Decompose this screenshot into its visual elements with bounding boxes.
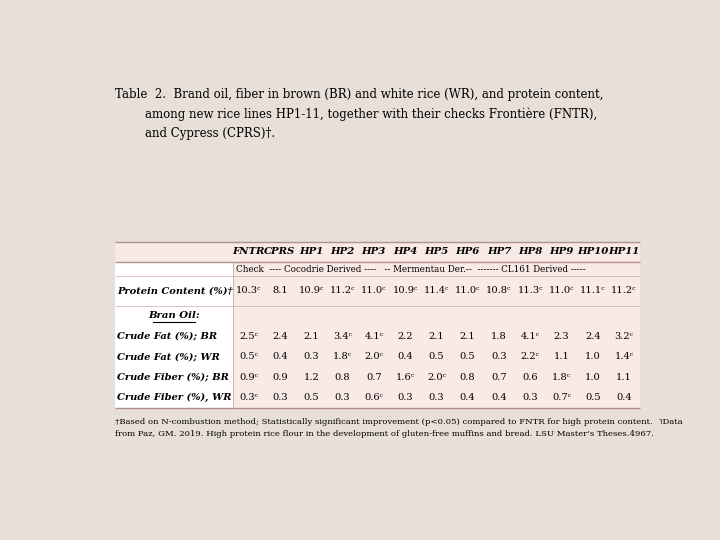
Text: 0.4: 0.4 bbox=[272, 352, 288, 361]
Text: 11.3ᶜ: 11.3ᶜ bbox=[518, 286, 543, 295]
Text: 2.3: 2.3 bbox=[554, 332, 570, 341]
Text: 1.8: 1.8 bbox=[491, 332, 507, 341]
Text: 0.3: 0.3 bbox=[335, 393, 351, 402]
Text: 0.5: 0.5 bbox=[428, 352, 444, 361]
Text: Table  2.  Brand oil, fiber in brown (BR) and white rice (WR), and protein conte: Table 2. Brand oil, fiber in brown (BR) … bbox=[115, 87, 603, 140]
Text: 11.1ᶜ: 11.1ᶜ bbox=[580, 286, 606, 295]
Text: 10.8ᶜ: 10.8ᶜ bbox=[486, 286, 512, 295]
Text: 11.2ᶜ: 11.2ᶜ bbox=[330, 286, 356, 295]
Text: 2.2: 2.2 bbox=[397, 332, 413, 341]
Text: 11.0ᶜ: 11.0ᶜ bbox=[455, 286, 480, 295]
Text: 0.4: 0.4 bbox=[491, 393, 507, 402]
Text: CPRS: CPRS bbox=[264, 247, 296, 256]
Text: 2.2ᶜ: 2.2ᶜ bbox=[521, 352, 540, 361]
Text: 11.0ᶜ: 11.0ᶜ bbox=[549, 286, 575, 295]
Text: HP4: HP4 bbox=[393, 247, 417, 256]
Text: 0.8: 0.8 bbox=[335, 373, 351, 382]
Text: 2.0ᶜ: 2.0ᶜ bbox=[364, 352, 383, 361]
Text: 10.3ᶜ: 10.3ᶜ bbox=[236, 286, 261, 295]
Text: 1.1: 1.1 bbox=[616, 373, 632, 382]
Text: Protein Content (%)†: Protein Content (%)† bbox=[117, 286, 233, 295]
Text: Crude Fat (%); WR: Crude Fat (%); WR bbox=[117, 352, 220, 361]
Text: 0.3: 0.3 bbox=[491, 352, 507, 361]
Text: 0.6ᶜ: 0.6ᶜ bbox=[364, 393, 383, 402]
Text: 1.8ᶜ: 1.8ᶜ bbox=[552, 373, 571, 382]
Text: 10.9ᶜ: 10.9ᶜ bbox=[392, 286, 418, 295]
Text: 1.4ᶜ: 1.4ᶜ bbox=[614, 352, 634, 361]
Text: 2.0ᶜ: 2.0ᶜ bbox=[427, 373, 446, 382]
Text: 3.4ᶜ: 3.4ᶜ bbox=[333, 332, 352, 341]
Text: 0.3: 0.3 bbox=[304, 352, 319, 361]
Text: 2.1: 2.1 bbox=[460, 332, 475, 341]
Text: 1.0: 1.0 bbox=[585, 373, 600, 382]
Text: 0.5: 0.5 bbox=[460, 352, 475, 361]
Text: 2.1: 2.1 bbox=[428, 332, 444, 341]
Text: HP6: HP6 bbox=[456, 247, 480, 256]
Text: 2.5ᶜ: 2.5ᶜ bbox=[239, 332, 258, 341]
Text: 4.1ᶜ: 4.1ᶜ bbox=[521, 332, 540, 341]
Text: 1.8ᶜ: 1.8ᶜ bbox=[333, 352, 352, 361]
Text: 0.3: 0.3 bbox=[428, 393, 444, 402]
Text: 11.4ᶜ: 11.4ᶜ bbox=[423, 286, 449, 295]
Text: 1.6ᶜ: 1.6ᶜ bbox=[395, 373, 415, 382]
Text: 3.2ᶜ: 3.2ᶜ bbox=[614, 332, 634, 341]
Text: FNTR: FNTR bbox=[233, 247, 265, 256]
Text: 2.4: 2.4 bbox=[585, 332, 600, 341]
Text: 0.4: 0.4 bbox=[616, 393, 632, 402]
Text: 0.3: 0.3 bbox=[397, 393, 413, 402]
Text: 11.0ᶜ: 11.0ᶜ bbox=[361, 286, 387, 295]
Text: 1.2: 1.2 bbox=[303, 373, 319, 382]
Text: Bran Oil:: Bran Oil: bbox=[148, 311, 200, 320]
Text: †Based on N-combustion method; Statistically significant improvement (p<0.05) co: †Based on N-combustion method; Statistic… bbox=[115, 418, 683, 437]
Text: 0.5: 0.5 bbox=[585, 393, 600, 402]
Text: 0.5ᶜ: 0.5ᶜ bbox=[239, 352, 258, 361]
Text: 1.1: 1.1 bbox=[554, 352, 570, 361]
Text: Crude Fiber (%), WR: Crude Fiber (%), WR bbox=[117, 393, 232, 402]
Text: 0.5: 0.5 bbox=[304, 393, 319, 402]
Text: HP2: HP2 bbox=[330, 247, 355, 256]
Text: 8.1: 8.1 bbox=[272, 286, 288, 295]
Text: 0.6: 0.6 bbox=[523, 373, 538, 382]
Text: 2.4: 2.4 bbox=[272, 332, 288, 341]
Text: HP8: HP8 bbox=[518, 247, 542, 256]
Text: 0.4: 0.4 bbox=[397, 352, 413, 361]
Text: HP5: HP5 bbox=[424, 247, 449, 256]
Text: Crude Fiber (%); BR: Crude Fiber (%); BR bbox=[117, 373, 229, 382]
Text: 0.3: 0.3 bbox=[272, 393, 288, 402]
Text: 4.1ᶜ: 4.1ᶜ bbox=[364, 332, 384, 341]
Text: 0.3: 0.3 bbox=[523, 393, 538, 402]
Text: 0.4: 0.4 bbox=[460, 393, 475, 402]
Text: 0.7ᶜ: 0.7ᶜ bbox=[552, 393, 571, 402]
Text: 11.2ᶜ: 11.2ᶜ bbox=[611, 286, 636, 295]
Text: HP10: HP10 bbox=[577, 247, 608, 256]
Text: 1.0: 1.0 bbox=[585, 352, 600, 361]
Text: HP3: HP3 bbox=[361, 247, 386, 256]
Text: 2.1: 2.1 bbox=[303, 332, 319, 341]
Text: 0.8: 0.8 bbox=[460, 373, 475, 382]
Text: 0.7: 0.7 bbox=[491, 373, 507, 382]
Text: HP7: HP7 bbox=[487, 247, 511, 256]
Text: 10.9ᶜ: 10.9ᶜ bbox=[299, 286, 324, 295]
Text: 0.3ᶜ: 0.3ᶜ bbox=[239, 393, 258, 402]
Text: HP1: HP1 bbox=[300, 247, 323, 256]
Text: HP9: HP9 bbox=[549, 247, 574, 256]
Text: HP11: HP11 bbox=[608, 247, 639, 256]
Text: 0.7: 0.7 bbox=[366, 373, 382, 382]
Text: 0.9: 0.9 bbox=[272, 373, 288, 382]
Text: 0.9ᶜ: 0.9ᶜ bbox=[239, 373, 258, 382]
Text: Check  ---- Cocodrie Derived ----   -- Mermentau Der.--  ------- CL161 Derived -: Check ---- Cocodrie Derived ---- -- Merm… bbox=[236, 265, 585, 274]
Text: Crude Fat (%); BR: Crude Fat (%); BR bbox=[117, 332, 217, 341]
